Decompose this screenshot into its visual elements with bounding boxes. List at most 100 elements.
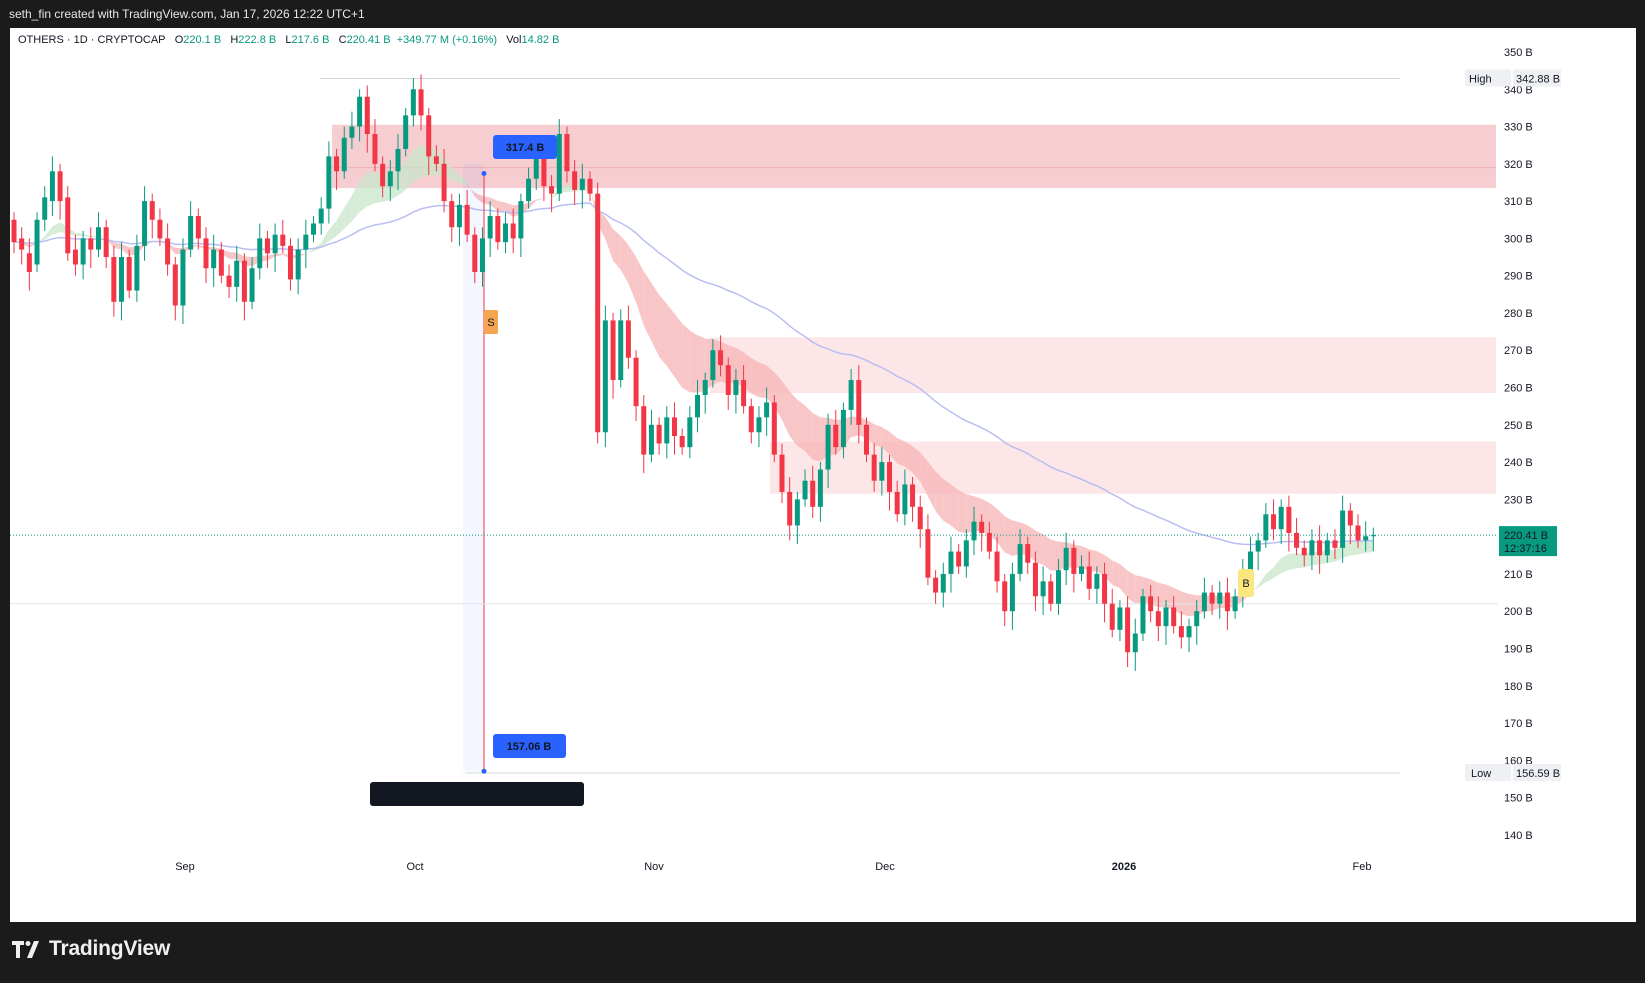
change-value: +349.77 M (+0.16%) <box>396 34 498 46</box>
high-value: 342.88 B <box>1516 74 1560 86</box>
y-axis-tick: 180 B <box>1504 681 1533 693</box>
bottom-anchor-dot <box>481 768 487 774</box>
ema-band-segment <box>927 461 936 512</box>
chart-frame[interactable]: S B 317.4 B 157.06 B −160.82 B (−50.63%) −16… <box>10 28 1636 922</box>
last-price-value: 220.41 B <box>1504 530 1548 542</box>
candle <box>879 462 885 481</box>
candle <box>249 268 255 302</box>
candle <box>1255 540 1261 552</box>
ema-band-segment <box>451 168 460 183</box>
credit-text: seth_fin created with TradingView.com, J… <box>9 7 365 21</box>
ema-band-segment <box>643 271 652 341</box>
candle <box>1017 544 1023 574</box>
candle <box>771 402 777 455</box>
symbol-label: OTHERS · 1D · CRYPTOCAP <box>18 34 166 46</box>
low-value: 156.59 B <box>1516 768 1560 780</box>
volume-value: 14.82 B <box>521 34 560 46</box>
candle <box>648 424 654 455</box>
candle <box>19 238 25 250</box>
candle <box>1117 607 1123 630</box>
candle <box>134 245 140 291</box>
ema-band-segment <box>605 217 614 261</box>
candle <box>418 89 424 116</box>
price-chart[interactable]: S B 317.4 B 157.06 B −160.82 B (−50.63%) −16… <box>10 28 1636 922</box>
ema-band-segment <box>758 362 767 399</box>
candle <box>49 171 55 202</box>
candle <box>541 156 547 187</box>
candle <box>1171 607 1177 627</box>
candle <box>479 238 485 272</box>
ema-band-segment <box>1258 574 1266 588</box>
candle <box>203 238 209 269</box>
ema-band-segment <box>1304 551 1312 568</box>
candle <box>986 532 992 552</box>
candle <box>733 380 739 395</box>
candle <box>825 424 831 470</box>
candle <box>833 424 839 448</box>
ema-band-segment <box>904 441 913 473</box>
ema-band-segment <box>1089 549 1097 572</box>
bottom-price-callout <box>493 734 566 758</box>
candle <box>572 171 578 190</box>
candle <box>88 238 94 250</box>
buy-signal-badge <box>1238 569 1254 597</box>
candle <box>671 417 677 436</box>
high-label: High <box>1469 74 1492 86</box>
ema-band-segment <box>267 254 276 261</box>
ema-band-segment <box>328 220 337 242</box>
y-axis-tick: 300 B <box>1504 233 1533 245</box>
ema-band-segment <box>229 251 237 260</box>
candle <box>111 257 117 302</box>
last-price-tag <box>1499 526 1557 557</box>
ema-band-segment <box>674 313 683 388</box>
top-price-callout-text: 317.4 B <box>506 142 545 154</box>
ema-band-segment <box>459 173 468 187</box>
credit-bar: seth_fin created with TradingView.com, J… <box>0 0 1645 28</box>
candle <box>149 201 155 220</box>
candle <box>1370 535 1376 537</box>
ema-band-segment <box>321 229 329 249</box>
ema-band-segment <box>305 249 314 254</box>
candle <box>549 186 555 194</box>
candle <box>165 238 171 265</box>
candle <box>80 238 86 265</box>
ema-band-segment <box>1158 582 1166 608</box>
ema-band-segment <box>1296 553 1305 569</box>
ema-band-segment <box>1035 530 1044 565</box>
candle <box>1340 510 1346 548</box>
candle <box>364 96 370 135</box>
candle <box>103 227 109 258</box>
candle <box>410 89 416 116</box>
footer-bar: TradingView <box>0 922 1645 983</box>
ema-band-segment <box>1288 553 1297 571</box>
candle <box>487 216 493 239</box>
candle <box>902 484 908 515</box>
tradingview-logo[interactable]: TradingView <box>12 937 170 961</box>
ema-band-segment <box>751 358 759 398</box>
candle <box>395 148 401 172</box>
candle <box>226 275 232 287</box>
ema-band-segment <box>1043 534 1051 571</box>
ema-band-segment <box>897 438 905 467</box>
candle <box>533 156 539 179</box>
ema-band-segment <box>1004 516 1013 556</box>
candle <box>725 365 731 395</box>
candle <box>1201 592 1207 612</box>
candle <box>1148 596 1154 612</box>
candle <box>979 521 985 533</box>
x-axis-tick: 2026 <box>1112 861 1136 873</box>
low-label-box <box>1465 764 1511 782</box>
ohlc-legend: OTHERS · 1D · CRYPTOCAP O220.1 B H222.8 … <box>18 34 559 46</box>
candle <box>894 491 900 515</box>
candle <box>180 249 186 306</box>
bottom-price-callout-text: 157.06 B <box>507 741 552 753</box>
candle <box>1347 510 1353 526</box>
ema-band-segment <box>812 413 821 462</box>
candle <box>1040 581 1046 597</box>
candle <box>802 480 808 500</box>
candle <box>925 529 931 578</box>
high-label: H <box>230 34 239 46</box>
candle <box>326 156 332 209</box>
ema-band-segment <box>52 222 61 235</box>
sell-signal-label: S <box>487 317 494 329</box>
